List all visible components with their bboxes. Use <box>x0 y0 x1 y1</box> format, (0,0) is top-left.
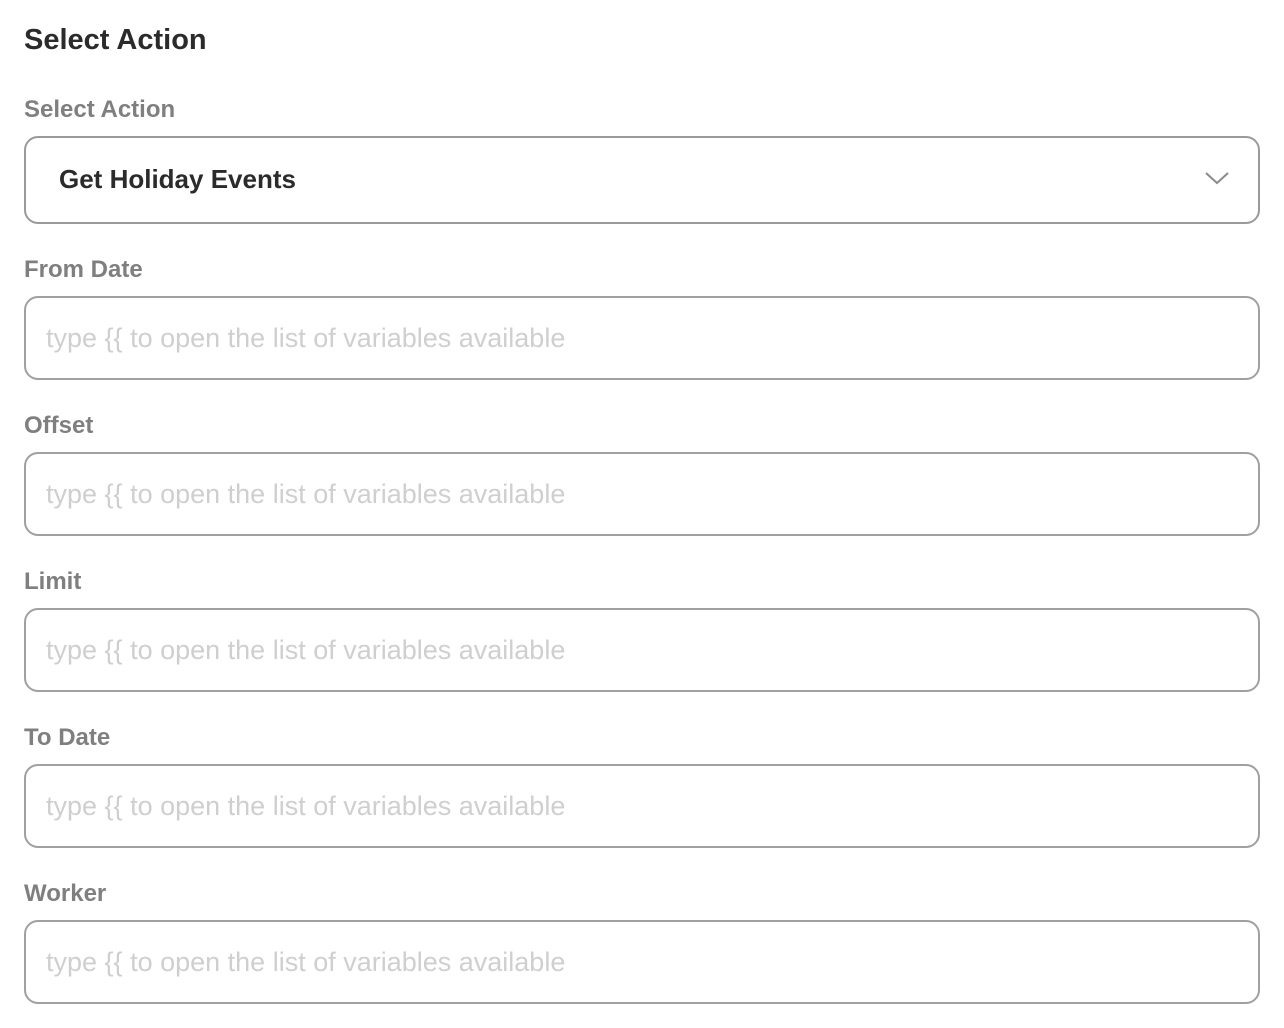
to-date-field[interactable] <box>24 764 1260 848</box>
to-date-label: To Date <box>24 724 111 751</box>
section-title: Select Action <box>24 24 207 56</box>
offset-field[interactable] <box>24 452 1260 536</box>
action-select[interactable]: Get Holiday Events <box>24 136 1260 224</box>
worker-field[interactable] <box>24 920 1260 1004</box>
limit-field[interactable] <box>24 608 1260 692</box>
worker-label: Worker <box>24 880 107 907</box>
from-date-label: From Date <box>24 256 143 283</box>
select-action-label: Select Action <box>24 96 176 123</box>
action-select-value: Get Holiday Events <box>59 164 296 194</box>
limit-input[interactable] <box>26 610 1258 690</box>
offset-label: Offset <box>24 412 94 439</box>
worker-input[interactable] <box>26 922 1258 1002</box>
offset-input[interactable] <box>26 454 1258 534</box>
chevron-down-icon <box>1205 172 1229 185</box>
to-date-input[interactable] <box>26 766 1258 846</box>
from-date-input[interactable] <box>26 298 1258 378</box>
limit-label: Limit <box>24 568 82 595</box>
from-date-field[interactable] <box>24 296 1260 380</box>
